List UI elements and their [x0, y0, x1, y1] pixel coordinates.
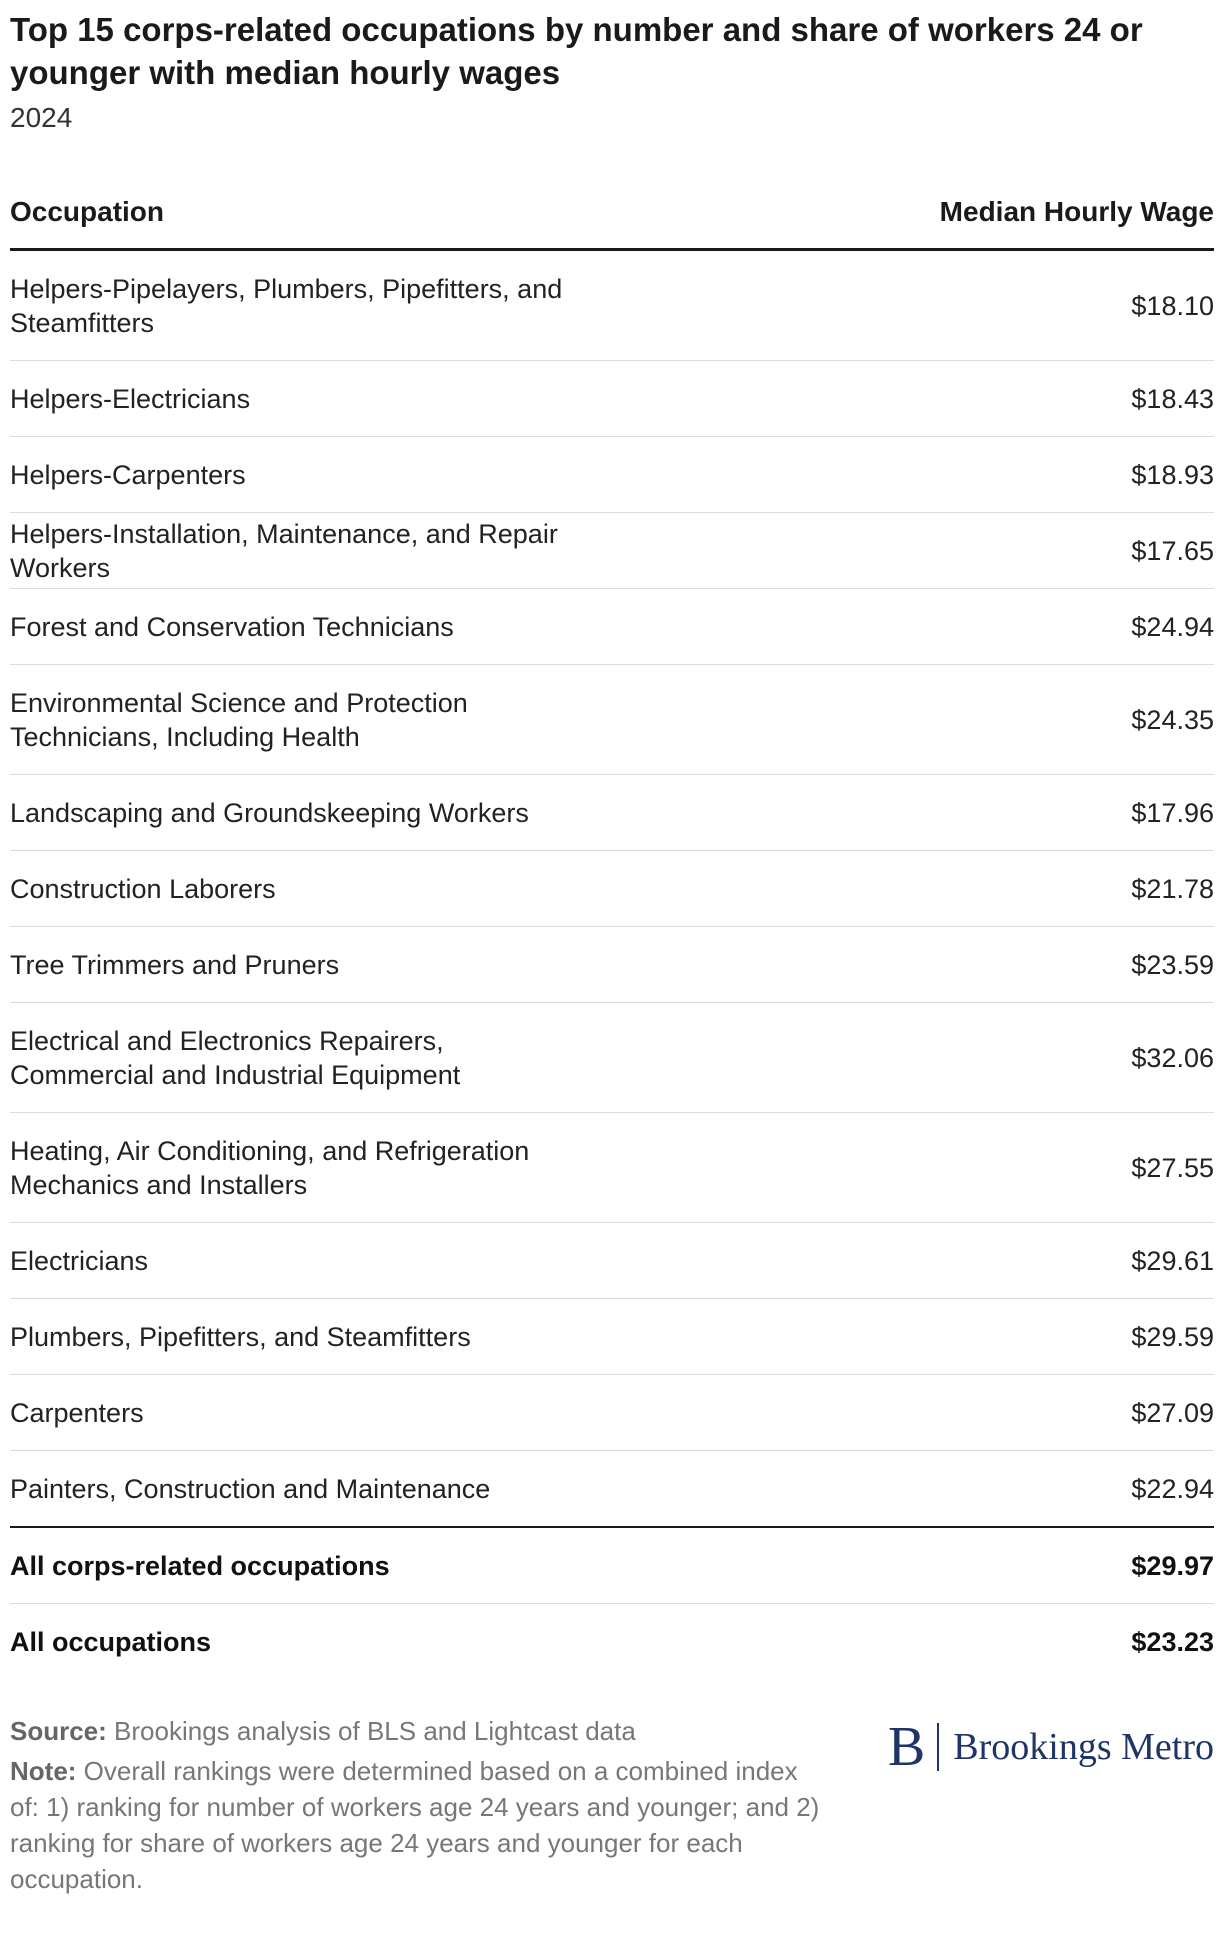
- table-header-row: Occupation Median Hourly Wage: [10, 194, 1214, 251]
- median-wage-cell: $23.23: [1131, 1626, 1214, 1657]
- table-row: Heating, Air Conditioning, and Refrigera…: [10, 1112, 1214, 1223]
- table-row: Helpers-Electricians $18.43: [10, 360, 1214, 437]
- median-wage-cell: $18.43: [770, 360, 1214, 437]
- methodology-note: Note: Overall rankings were determined b…: [10, 1753, 830, 1897]
- column-header-median-hourly-wage: Median Hourly Wage: [770, 194, 1214, 251]
- occupation-cell: Forest and Conservation Technicians: [10, 588, 770, 665]
- occupation-cell: Plumbers, Pipefitters, and Steamfitters: [10, 1298, 770, 1375]
- column-header-occupation: Occupation: [10, 194, 770, 251]
- total-row: All corps-related occupations $29.97: [10, 1527, 1214, 1604]
- occupation-cell: All occupations: [10, 1626, 212, 1657]
- median-wage-cell: $23.59: [770, 926, 1214, 1003]
- note-label: Note:: [10, 1756, 77, 1786]
- median-wage-cell: $29.59: [770, 1298, 1214, 1375]
- occupation-cell: Electricians: [10, 1222, 770, 1299]
- occupation-cell: Landscaping and Groundskeeping Workers: [10, 774, 770, 851]
- occupation-cell: Helpers-Carpenters: [10, 436, 770, 513]
- table-row: Helpers-Installation, Maintenance, and R…: [10, 512, 1214, 589]
- median-wage-cell: $32.06: [770, 1002, 1214, 1113]
- table-body: Helpers-Pipelayers, Plumbers, Pipefitter…: [10, 249, 1214, 1680]
- median-wage-cell: $29.61: [770, 1222, 1214, 1299]
- source-label: Source:: [10, 1716, 107, 1746]
- median-wage-cell: $17.96: [770, 774, 1214, 851]
- occupation-cell: Heating, Air Conditioning, and Refrigera…: [10, 1112, 770, 1223]
- table-row: Painters, Construction and Maintenance $2…: [10, 1450, 1214, 1528]
- median-wage-cell: $17.65: [770, 512, 1214, 589]
- chart-container: Top 15 corps-related occupations by numb…: [10, 11, 1214, 1897]
- note-text: Overall rankings were determined based o…: [10, 1756, 820, 1894]
- table-row: Plumbers, Pipefitters, and Steamfitters $…: [10, 1298, 1214, 1375]
- table-row: Landscaping and Groundskeeping Workers $1…: [10, 774, 1214, 851]
- table-row: Electrical and Electronics Repairers, Co…: [10, 1002, 1214, 1113]
- wage-table: Occupation Median Hourly Wage Helpers-Pi…: [10, 194, 1214, 1679]
- occupation-cell: All corps-related occupations: [10, 1527, 770, 1604]
- table-row: Forest and Conservation Technicians $24.9…: [10, 588, 1214, 665]
- occupation-cell: Tree Trimmers and Pruners: [10, 926, 770, 1003]
- median-wage-cell: $24.35: [770, 664, 1214, 775]
- occupation-cell: Helpers-Electricians: [10, 360, 770, 437]
- occupation-cell: Helpers-Installation, Maintenance, and R…: [10, 512, 770, 589]
- occupation-cell: Helpers-Pipelayers, Plumbers, Pipefitter…: [10, 249, 770, 361]
- chart-subtitle: 2024: [10, 102, 73, 133]
- median-wage-cell: $27.09: [770, 1374, 1214, 1451]
- occupation-cell: Electrical and Electronics Repairers, Co…: [10, 1002, 770, 1113]
- chart-footer: Source: Brookings analysis of BLS and Li…: [10, 1713, 1214, 1897]
- source-note: Source: Brookings analysis of BLS and Li…: [10, 1713, 830, 1749]
- table-row: Environmental Science and Protection Tec…: [10, 664, 1214, 775]
- table-row: Construction Laborers $21.78: [10, 850, 1214, 927]
- table-row: Carpenters $27.09: [10, 1374, 1214, 1451]
- median-wage-cell: $24.94: [770, 588, 1214, 665]
- chart-title: Top 15 corps-related occupations by numb…: [10, 11, 1143, 91]
- median-wage-cell: $27.55: [770, 1112, 1214, 1223]
- table-row: Electricians $29.61: [10, 1222, 1214, 1299]
- median-wage-cell: $18.10: [770, 249, 1214, 361]
- source-text: Brookings analysis of BLS and Lightcast …: [114, 1716, 636, 1746]
- occupation-cell: Carpenters: [10, 1374, 770, 1451]
- occupation-cell: Construction Laborers: [10, 850, 770, 927]
- table-row: Helpers-Carpenters $18.93: [10, 436, 1214, 513]
- occupation-cell: Painters, Construction and Maintenance: [10, 1450, 770, 1528]
- total-row: All occupations $23.23: [10, 1604, 1214, 1680]
- median-wage-cell: $18.93: [770, 436, 1214, 513]
- brookings-b-logo-mark: B: [887, 1716, 926, 1778]
- median-wage-cell: $22.94: [770, 1450, 1214, 1528]
- table-row: Helpers-Pipelayers, Plumbers, Pipefitter…: [10, 249, 1214, 361]
- footnotes: Source: Brookings analysis of BLS and Li…: [10, 1713, 830, 1897]
- median-wage-cell: $21.78: [770, 850, 1214, 927]
- median-wage-cell: $29.97: [770, 1527, 1214, 1604]
- brookings-metro-logo: B Brookings Metro: [888, 1719, 1214, 1775]
- table-row: Tree Trimmers and Pruners $23.59: [10, 926, 1214, 1003]
- logo-divider: [937, 1723, 940, 1771]
- occupation-cell: Environmental Science and Protection Tec…: [10, 664, 770, 775]
- logo-wordmark: Brookings Metro: [953, 1726, 1214, 1768]
